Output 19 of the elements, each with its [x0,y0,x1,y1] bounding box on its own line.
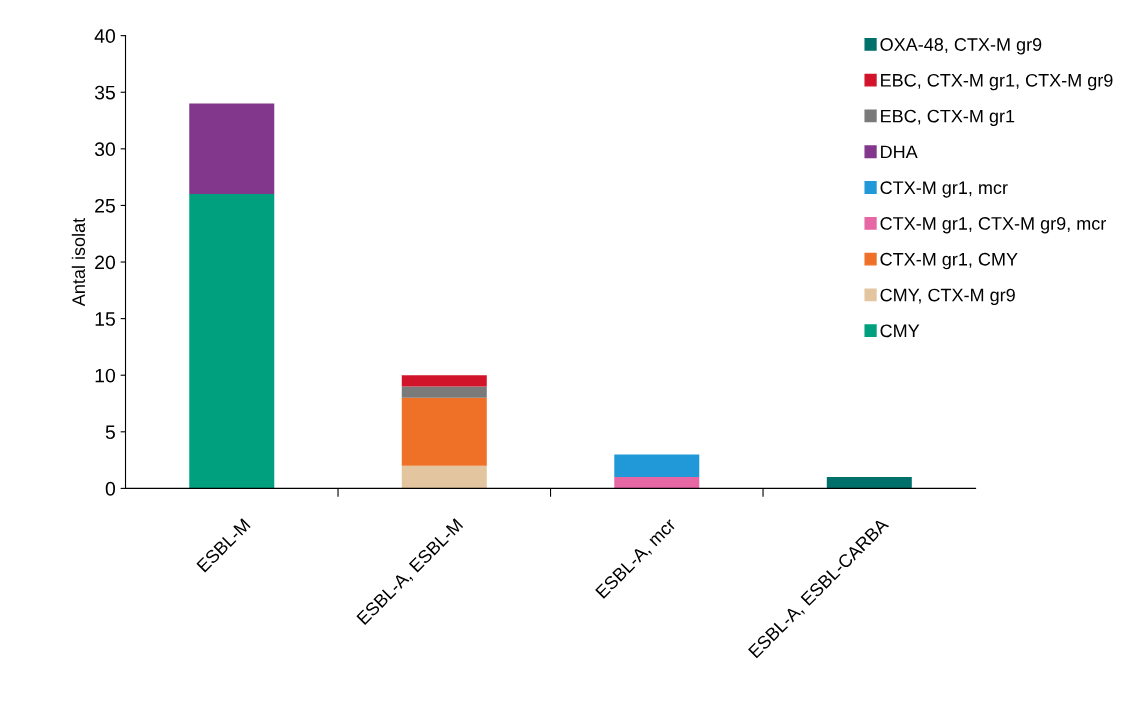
legend-label: CTX-M gr1, CMY [880,252,1018,270]
y-tick-label: 40 [94,29,116,43]
legend-label: DHA [881,145,918,159]
y-tick-label: 30 [94,142,116,157]
y-tick-label: 35 [94,85,115,100]
y-tick-label: 15 [95,312,115,326]
legend-label: CTX-M gr1, mcr [880,181,1008,198]
y-tick-label: 20 [95,255,116,270]
legend-label: OXA-48, CTX-M gr9 [880,38,1042,55]
y-tick-label: 5 [105,425,115,440]
y-tick-label: 0 [105,481,116,496]
legend-label: CTX-M gr1, CTX-M gr9, mcr [880,217,1106,234]
y-tick-label: 10 [95,368,116,383]
y-axis-title: Antal isolat [71,218,86,307]
y-tick-label: 25 [95,198,115,213]
legend-label: EBC, CTX-M gr1 [881,109,1015,127]
legend-label: CMY [880,324,920,338]
legend-label: EBC, CTX-M gr1, CTX-M gr9 [881,73,1113,91]
legend-label: CMY, CTX-M gr9 [880,288,1015,305]
